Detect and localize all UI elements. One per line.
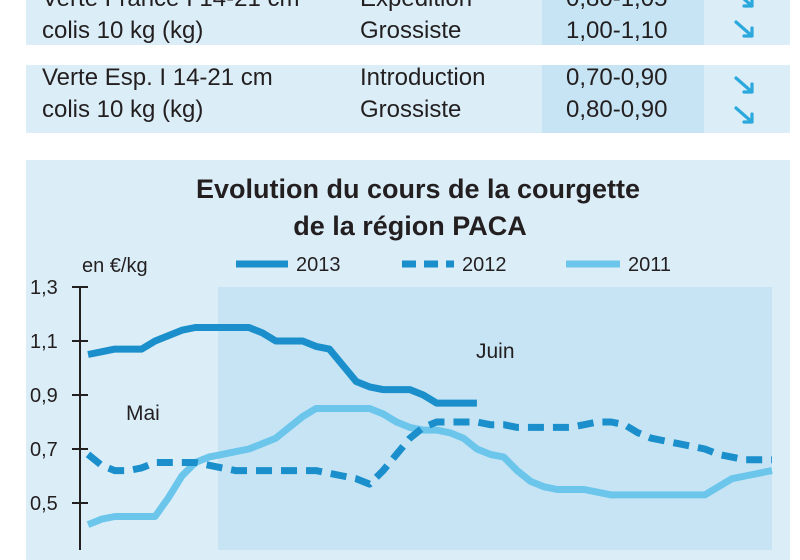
series-layer [85, 324, 773, 528]
product-package: colis 10 kg (kg) [42, 17, 204, 44]
chart-title-line-2: de la région PACA [293, 211, 527, 241]
product-label: Verte Esp. I 14-21 cm [42, 64, 273, 91]
y-tick-label: 1,3 [30, 277, 58, 299]
juin-region-bg [218, 287, 772, 550]
legend-label-2012: 2012 [462, 254, 507, 276]
series-line-2011 [86, 405, 773, 528]
month-label-mai: Mai [126, 402, 160, 425]
market-stage: Grossiste [360, 96, 462, 123]
y-axis-label: en €/kg [82, 255, 148, 277]
market-stage: Introduction [360, 64, 486, 91]
price-range: 1,00-1,10 [566, 17, 668, 44]
month-label-juin: Juin [476, 340, 515, 363]
price-range: 0,70-0,90 [566, 64, 668, 91]
line-chart: Evolution du cours de la courgette de la… [30, 174, 773, 550]
price-row: Verte France I 14-21 cm colis 10 kg (kg)… [26, 0, 790, 45]
price-range: 0,80-1,05 [566, 0, 667, 15]
y-axis: 1,3 1,1 0,9 0,7 0,5 0,3 [30, 277, 88, 550]
y-tick-label: 0,5 [30, 493, 58, 515]
down-arrow-icon [734, 76, 754, 94]
y-tick-label: 1,1 [30, 331, 58, 353]
chart-title-line-1: Evolution du cours de la courgette [196, 174, 640, 204]
chart-panel: Evolution du cours de la courgette de la… [26, 160, 790, 560]
price-column-bg [542, 0, 704, 45]
price-row: Verte Esp. I 14-21 cm colis 10 kg (kg) I… [26, 64, 790, 133]
series-line-2013 [87, 324, 477, 407]
down-arrow-icon [734, 20, 754, 38]
legend-label-2011: 2011 [628, 254, 671, 276]
price-column-bg [542, 65, 704, 133]
series-line-2012 [85, 418, 772, 488]
price-table: Verte France I 14-21 cm colis 10 kg (kg)… [26, 0, 790, 133]
product-package: colis 10 kg (kg) [42, 96, 204, 123]
y-tick-label: 0,3 [30, 547, 58, 550]
down-arrow-icon [742, 0, 754, 8]
legend: 2013 2012 2011 [236, 254, 671, 276]
price-range: 0,80-0,90 [566, 96, 668, 123]
market-stage: Grossiste [360, 17, 462, 44]
y-tick-label: 0,7 [30, 439, 58, 461]
legend-label-2013: 2013 [296, 254, 341, 276]
down-arrow-icon [734, 106, 754, 124]
product-label: Verte France I 14-21 cm [42, 0, 299, 15]
market-stage: Expédition [360, 0, 472, 15]
y-tick-label: 0,9 [30, 385, 58, 407]
